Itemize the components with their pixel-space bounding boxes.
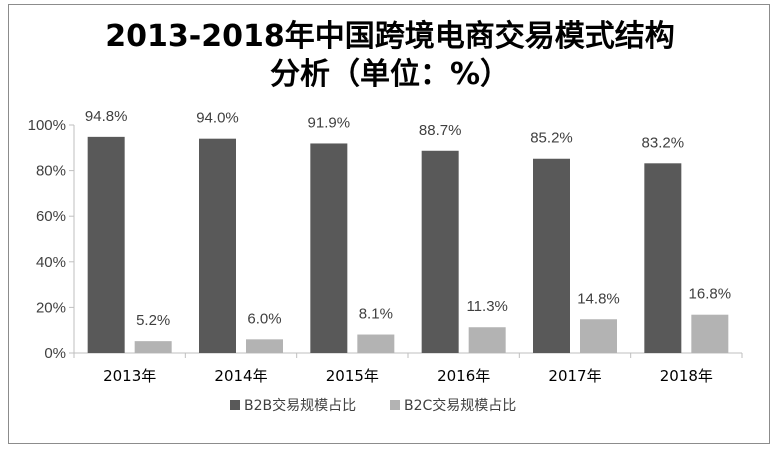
data-label-b2c: 8.1% (359, 306, 393, 323)
data-label-b2b: 94.0% (196, 110, 239, 127)
bar-b2c (357, 334, 395, 353)
y-tick-label: 20% (36, 299, 66, 316)
legend-label-b2b: B2B交易规模占比 (244, 397, 356, 414)
x-tick-label: 2015年 (326, 367, 379, 385)
bar-b2b (644, 163, 682, 353)
x-tick-label: 2017年 (548, 367, 601, 385)
x-tick-label: 2016年 (437, 367, 490, 385)
x-tick-label: 2013年 (103, 367, 156, 385)
data-label-b2b: 91.9% (308, 114, 351, 131)
y-tick-label: 0% (44, 345, 66, 362)
x-tick-label: 2018年 (660, 367, 713, 385)
chart-title-line1: 2013-2018年中国跨境电商交易模式结构 (105, 19, 675, 54)
data-label-b2b: 83.2% (642, 134, 685, 151)
bar-b2b (199, 138, 236, 353)
y-tick-label: 80% (36, 163, 66, 180)
data-label-b2c: 16.8% (689, 286, 732, 303)
legend-label-b2c: B2C交易规模占比 (404, 397, 516, 414)
data-label-b2c: 6.0% (247, 310, 281, 327)
data-label-b2c: 14.8% (577, 290, 620, 307)
data-label-b2b: 88.7% (419, 122, 462, 139)
y-tick-label: 100% (28, 117, 66, 134)
chart-title-line2: 分析（单位：%） (269, 57, 511, 92)
bar-b2c (246, 339, 283, 353)
bar-b2b (533, 158, 570, 353)
bar-b2c (134, 341, 172, 353)
y-tick-label: 40% (36, 254, 66, 271)
bar-b2c (691, 314, 729, 353)
bar-b2c (580, 319, 617, 353)
data-label-b2c: 5.2% (136, 312, 170, 329)
legend-swatch-b2b (230, 400, 240, 410)
data-label-b2b: 85.2% (530, 130, 573, 147)
data-label-b2b: 94.8% (85, 108, 128, 125)
chart-frame (8, 4, 770, 444)
bar-b2b (421, 150, 459, 353)
data-label-b2c: 11.3% (466, 298, 507, 315)
bar-b2b (87, 136, 125, 353)
chart-title: 2013-2018年中国跨境电商交易模式结构 分析（单位：%） (0, 18, 780, 94)
bar-b2c (468, 327, 506, 353)
x-tick-label: 2014年 (214, 367, 267, 385)
legend-swatch-b2c (390, 400, 400, 410)
bar-b2b (310, 143, 348, 353)
y-tick-label: 60% (36, 208, 66, 225)
